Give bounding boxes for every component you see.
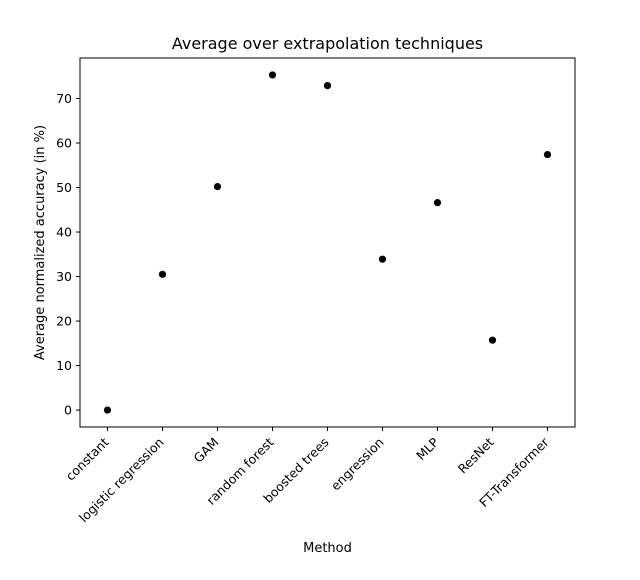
y-tick-label: 10: [56, 358, 72, 373]
x-tick-label: engression: [328, 435, 387, 494]
data-point: [378, 255, 387, 263]
y-tick-label: 20: [56, 314, 72, 329]
data-point: [323, 81, 332, 90]
y-tick-label: 60: [56, 136, 72, 151]
y-tick-label: 50: [56, 180, 72, 195]
y-tick-label: 70: [56, 91, 72, 106]
plot-frame: [79, 57, 576, 428]
x-tick-label: GAM: [190, 435, 221, 466]
data-point: [433, 199, 442, 207]
data-point: [158, 270, 167, 278]
x-axis-label: Method: [303, 541, 352, 556]
x-tick-label: constant: [63, 434, 112, 483]
x-tick-label: ResNet: [455, 434, 497, 476]
data-points: [103, 71, 552, 414]
data-point: [488, 336, 497, 344]
data-point: [543, 150, 552, 159]
y-axis: 0 10 20 30 40 50 60 70: [56, 91, 80, 418]
data-point: [268, 71, 277, 79]
chart-title: Average over extrapolation techniques: [172, 34, 483, 53]
data-point: [213, 183, 222, 191]
data-point: [103, 406, 112, 414]
y-tick-label: 40: [56, 225, 72, 240]
y-axis-label: Average normalized accuracy (in %): [33, 125, 48, 360]
y-tick-label: 30: [56, 269, 72, 284]
y-tick-label: 0: [64, 403, 72, 418]
x-tick-label: MLP: [413, 434, 442, 463]
